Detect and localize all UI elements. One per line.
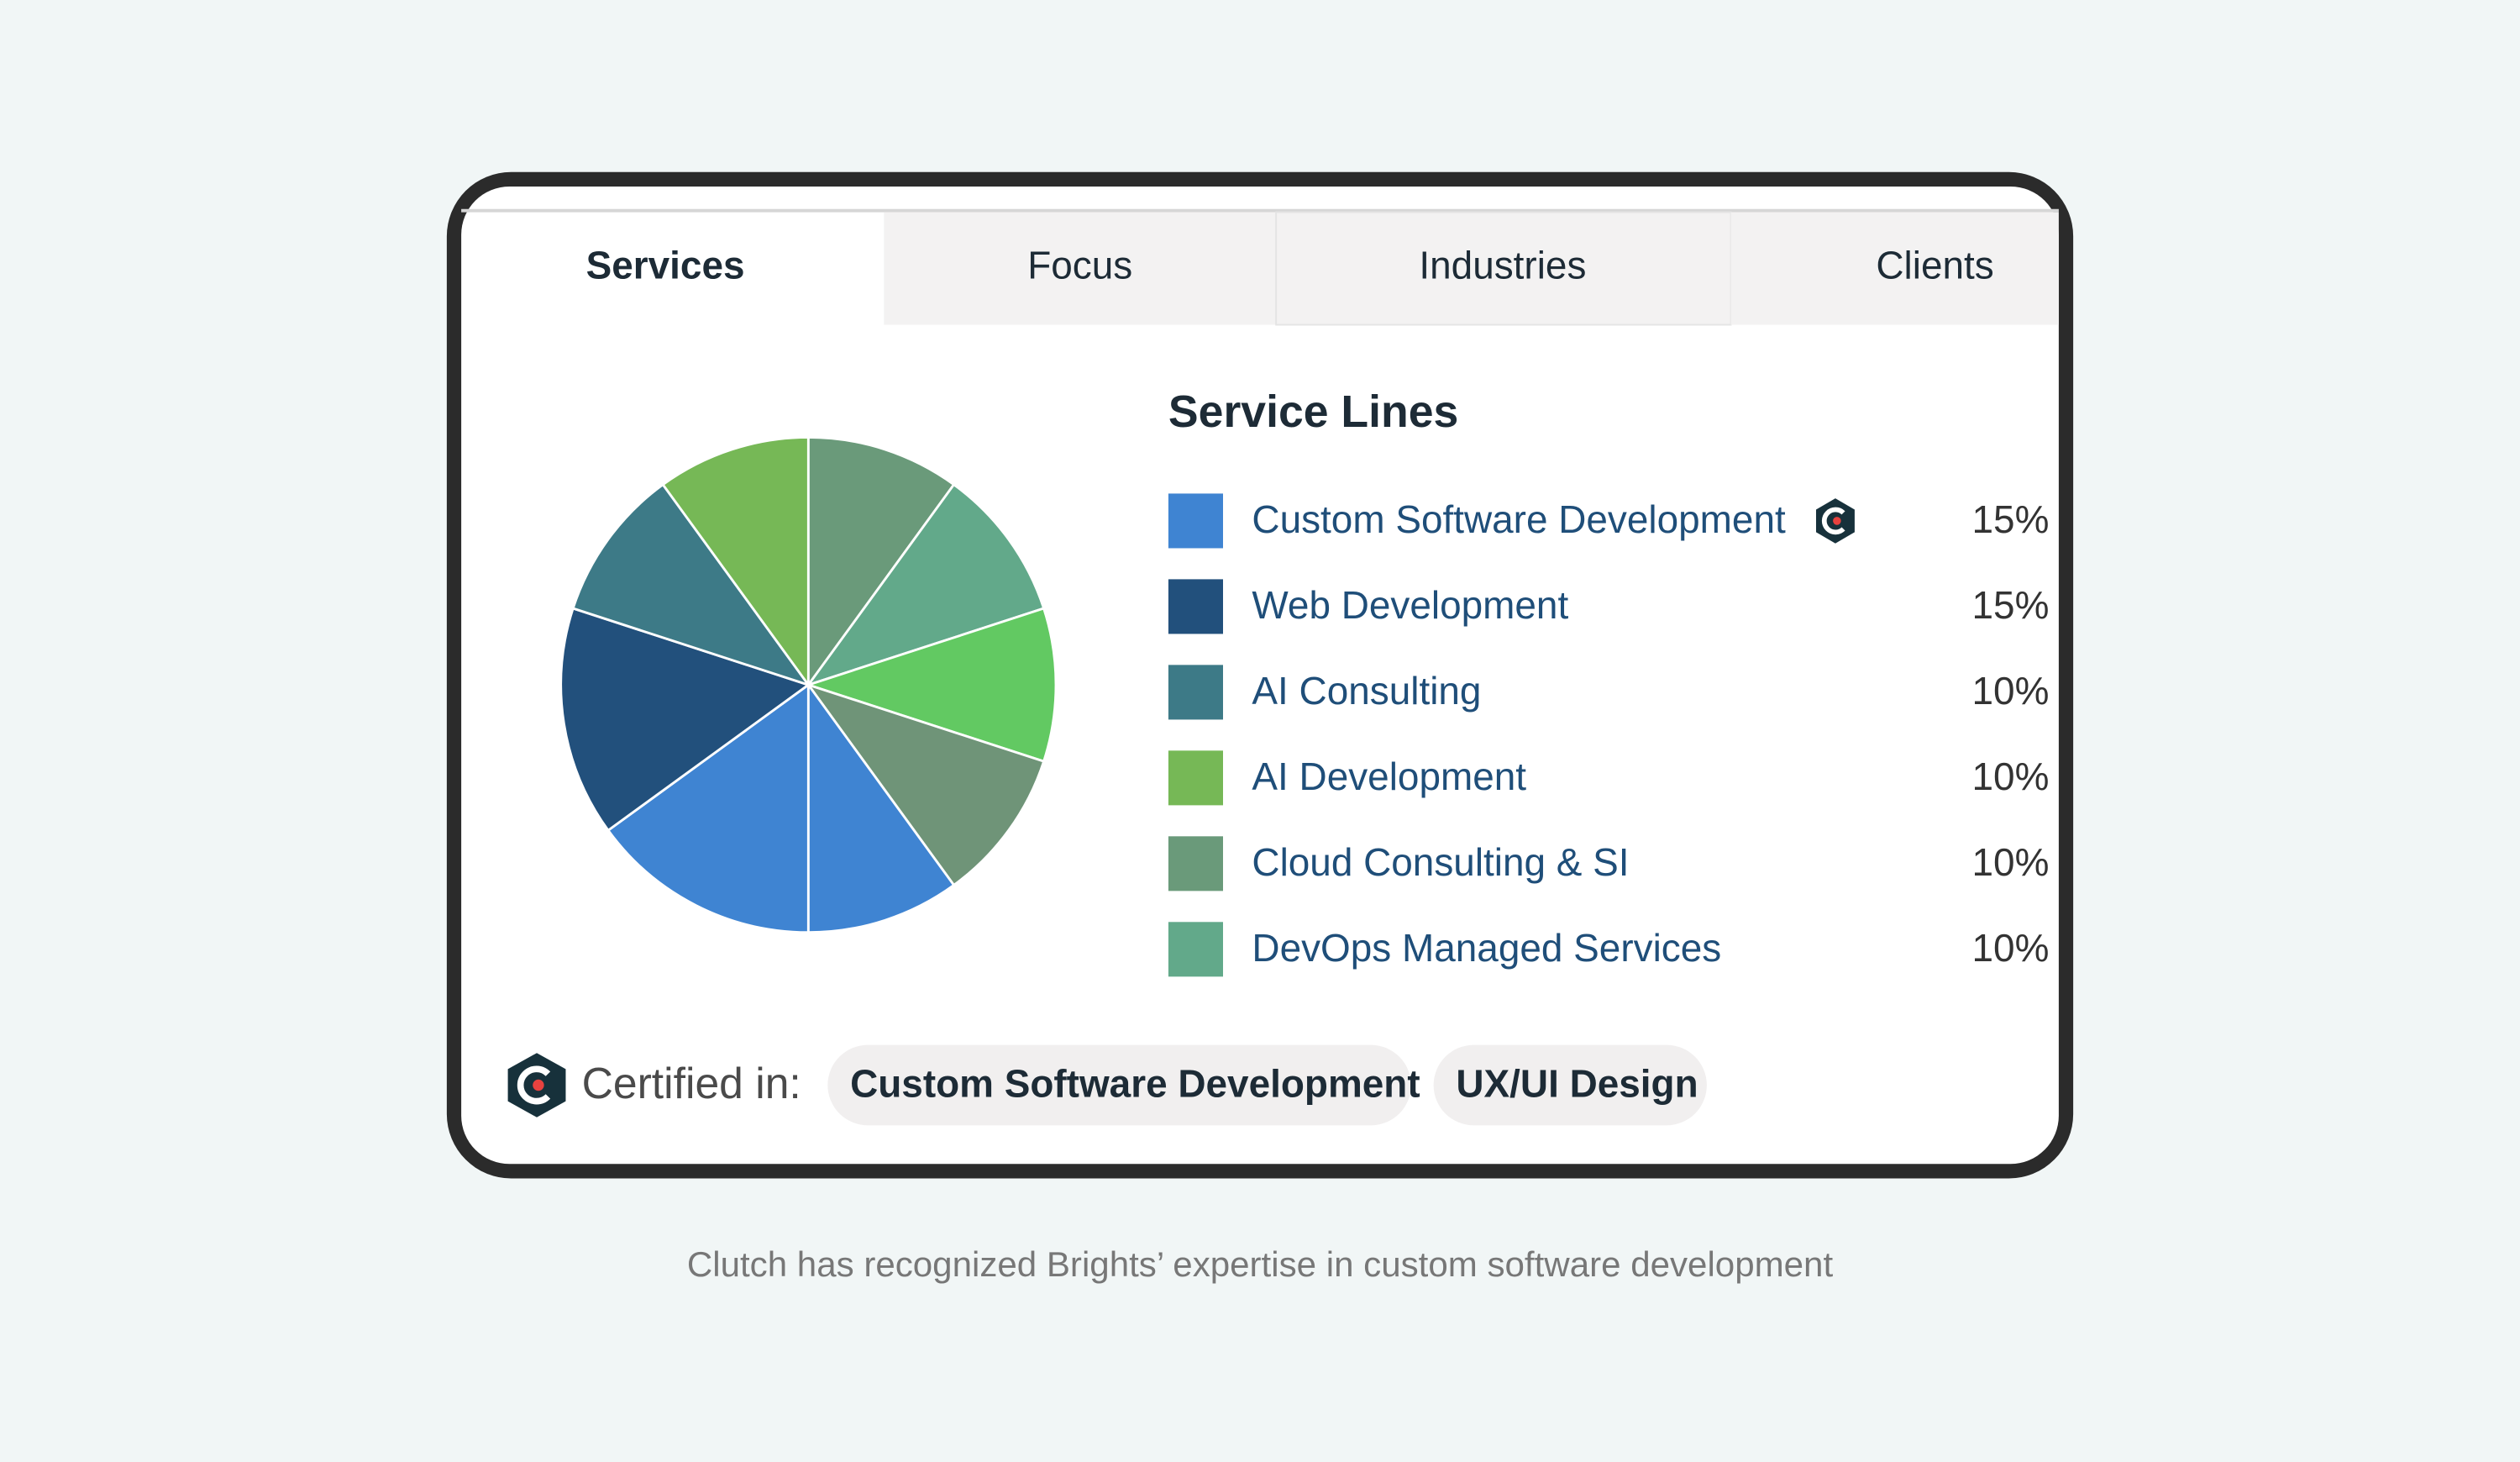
legend-swatch (1168, 836, 1223, 891)
tab[interactable]: Industries (1419, 244, 1586, 287)
pie-slice (804, 607, 1058, 763)
legend-swatch (1168, 493, 1223, 549)
pie-slice (606, 682, 810, 934)
pie-slice (806, 436, 956, 689)
legend-label: DevOps Managed Services (1252, 926, 1721, 970)
legend-swatch (1168, 579, 1223, 634)
legend-label: Cloud Consulting & SI (1252, 840, 1629, 884)
legend: Custom Software Development 15% Web Develo… (1168, 493, 2050, 977)
legend-swatch (1168, 750, 1223, 806)
legend-value: 15% (1972, 583, 2050, 627)
pie (559, 436, 1058, 934)
legend-label: Custom Software Development (1252, 497, 1786, 541)
legend-value: 10% (1972, 840, 2050, 884)
legend-value: 10% (1972, 669, 2050, 713)
legend-label: Web Development (1252, 583, 1568, 627)
pie-slice (571, 482, 812, 687)
clutch-badge (1815, 498, 1855, 544)
tabs: Services Focus Industries Clients (586, 211, 2059, 326)
tab-bg[interactable] (1730, 212, 2059, 325)
pie-slice (559, 607, 811, 833)
legend-swatch (1168, 665, 1223, 720)
chart-title: Service Lines (1168, 387, 1458, 437)
pie-slice (806, 681, 956, 934)
certified-label: Certified in: (582, 1059, 801, 1107)
chip[interactable] (827, 1044, 1411, 1126)
legend-value: 10% (1972, 926, 2050, 970)
clutch-logo (507, 1053, 566, 1118)
legend-value: 10% (1972, 755, 2050, 798)
chip[interactable] (1433, 1044, 1707, 1126)
legend-value: 15% (1972, 497, 2050, 541)
chip-text[interactable]: Custom Software Development (850, 1062, 1420, 1106)
legend-label: AI Development (1252, 755, 1526, 798)
pie-slice (805, 482, 1046, 687)
legend-swatch (1168, 922, 1223, 977)
tab-bg[interactable] (884, 212, 1277, 325)
chip-text[interactable]: UX/UI Design (1456, 1062, 1698, 1106)
tab[interactable]: Clients (1876, 244, 1993, 287)
pie-slice (805, 682, 1046, 887)
tab[interactable]: Focus (1027, 244, 1132, 287)
tab[interactable]: Services (586, 244, 745, 287)
caption: Clutch has recognized Brights’ expertise… (687, 1244, 1834, 1284)
legend-label: AI Consulting (1252, 669, 1481, 713)
pie-slice (661, 436, 810, 689)
